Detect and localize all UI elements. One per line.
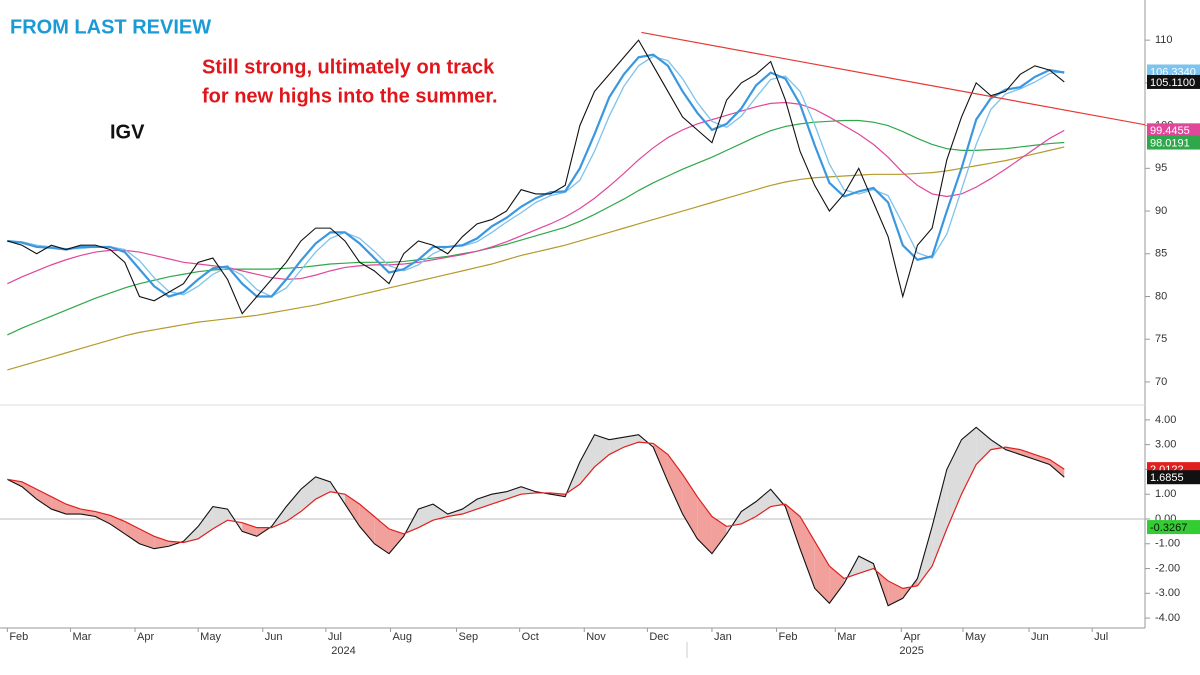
x-tick-label: Jul [328, 631, 342, 643]
macd-fill [623, 434, 639, 448]
macd-fill [697, 496, 712, 554]
series-line [7, 53, 1065, 298]
y-tick-label: 85 [1155, 248, 1167, 260]
macd-fill [961, 427, 977, 495]
macd-fill [36, 489, 52, 510]
x-tick-label: May [965, 631, 986, 643]
y-tick-label: 110 [1155, 34, 1173, 46]
annotation: Still strong, ultimately on track [202, 56, 495, 78]
value-box [1147, 470, 1200, 485]
x-tick-label: Jun [1031, 631, 1049, 643]
macd-fill [1049, 459, 1065, 478]
x-tick-label: Aug [392, 631, 412, 643]
x-tick-label: Sep [459, 631, 479, 643]
macd-fill [1034, 454, 1050, 465]
macd-fill [212, 506, 228, 529]
x-tick-label: Jan [714, 631, 732, 643]
series-line [7, 441, 1065, 589]
x-tick-label: Oct [522, 631, 539, 643]
y-tick-label: 75 [1155, 333, 1167, 345]
value-box-label: -0.3267 [1150, 522, 1187, 534]
macd-fill [1020, 449, 1035, 460]
x-tick-label: Feb [9, 631, 28, 643]
macd-fill [667, 454, 683, 515]
value-box [1147, 135, 1200, 150]
macd-fill [521, 486, 536, 495]
macd-fill [491, 491, 507, 505]
y-tick-label: 80 [1155, 290, 1167, 302]
y-tick-label: -4.00 [1155, 612, 1180, 624]
macd-fill [946, 439, 962, 529]
macd-fill [374, 516, 390, 554]
macd-fill [932, 469, 947, 567]
macd-fill [814, 541, 830, 604]
y-tick-label: 90 [1155, 205, 1167, 217]
y-tick-label: 95 [1155, 162, 1167, 174]
x-tick-label: Jul [1094, 631, 1108, 643]
macd-fill [154, 536, 169, 549]
annotation: for new highs into the summer. [202, 85, 498, 107]
value-box [1147, 74, 1200, 89]
value-box-label: 105.1100 [1150, 77, 1195, 89]
y-tick-label: -2.00 [1155, 562, 1180, 574]
macd-fill [506, 486, 522, 500]
macd-fill [389, 528, 404, 554]
value-box-label: 99.4455 [1150, 125, 1190, 137]
y-tick-label: 70 [1155, 376, 1167, 388]
macd-fill [22, 481, 37, 500]
year-label: 2024 [331, 645, 355, 657]
y-tick-label: -1.00 [1155, 538, 1180, 550]
macd-fill [110, 515, 125, 534]
series-line [7, 101, 1065, 285]
x-tick-label: Apr [903, 631, 920, 643]
macd-fill [609, 437, 624, 455]
value-box [1147, 123, 1200, 138]
macd-fill [315, 476, 331, 500]
series-line [7, 55, 1065, 298]
macd-fill [300, 476, 316, 512]
chart-title: FROM LAST REVIEW [10, 16, 211, 38]
trendline [641, 31, 1146, 126]
x-tick-label: Mar [72, 631, 91, 643]
macd-fill [447, 509, 463, 517]
value-box [1147, 520, 1200, 535]
series-line [7, 146, 1065, 371]
macd-fill [51, 496, 67, 515]
macd-fill [1005, 447, 1021, 455]
x-tick-label: Nov [586, 631, 606, 643]
macd-fill [433, 504, 448, 521]
macd-fill [682, 474, 698, 539]
ticker: IGV [110, 121, 145, 143]
macd-fill [800, 516, 815, 589]
value-box-label: 1.6855 [1150, 472, 1184, 484]
series-line [7, 39, 1065, 315]
series-line [7, 119, 1065, 336]
x-tick-label: Feb [779, 631, 798, 643]
macd-fill [741, 501, 756, 524]
value-box-label: 98.0191 [1150, 137, 1190, 149]
macd-fill [242, 522, 257, 537]
year-label: 2025 [899, 645, 923, 657]
x-tick-label: Jun [265, 631, 283, 643]
x-tick-label: Dec [649, 631, 669, 643]
y-tick-label: 3.00 [1155, 439, 1176, 451]
macd-fill [594, 434, 610, 467]
macd-fill [711, 516, 727, 554]
y-tick-label: 1.00 [1155, 488, 1176, 500]
y-tick-label: 4.00 [1155, 414, 1176, 426]
series-line [7, 426, 1065, 607]
y-tick-label: -3.00 [1155, 587, 1180, 599]
x-tick-label: Mar [837, 631, 856, 643]
macd-fill [139, 528, 155, 549]
macd-fill [66, 504, 81, 515]
macd-fill [755, 489, 771, 517]
x-tick-label: Apr [137, 631, 154, 643]
x-tick-label: May [200, 631, 221, 643]
macd-fill [579, 434, 595, 485]
